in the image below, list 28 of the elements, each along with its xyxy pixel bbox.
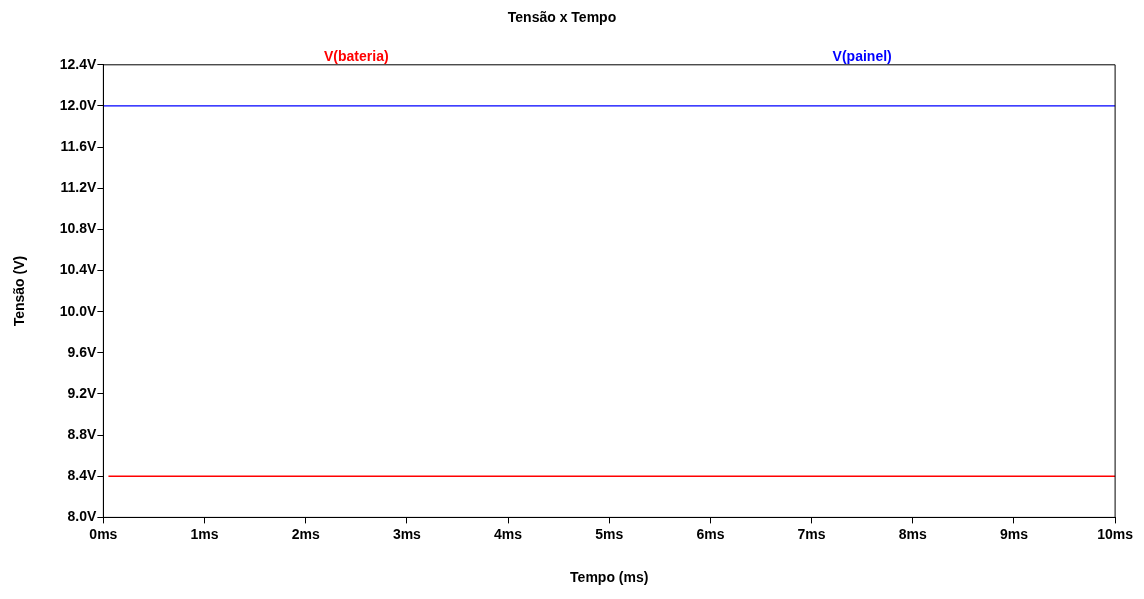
x-tick-label: 6ms (696, 525, 725, 542)
y-tick-label: 9.6V (67, 343, 98, 360)
y-tick-label: 8.8V (67, 425, 98, 442)
x-tick-label: 8ms (898, 525, 927, 542)
y-tick-label: 9.2V (67, 384, 98, 401)
y-tick-label: 10.8V (59, 220, 98, 237)
x-tick-label: 4ms (494, 525, 523, 542)
y-tick-label: 8.4V (67, 467, 98, 484)
y-tick-label: 12.0V (59, 96, 98, 113)
text: V(painel) (832, 47, 892, 64)
x-axis-title: Tempo (ms) (570, 569, 649, 586)
x-tick-label: 1ms (190, 525, 219, 542)
y-axis-title: Tensão (V) (11, 255, 28, 327)
x-tick-label: 0ms (89, 525, 118, 542)
chart-title: Tensão x Tempo (507, 9, 617, 26)
y-tick-label: 11.6V (60, 137, 98, 154)
text: V(bateria) (324, 47, 389, 64)
y-tick-label: 12.4V (59, 55, 98, 72)
x-tick-label: 9ms (999, 525, 1029, 542)
y-tick-label: 11.2V (60, 179, 98, 196)
x-tick-label: 2ms (291, 525, 320, 542)
y-tick-label: 10.4V (59, 261, 98, 278)
y-tick-label: 10.0V (59, 302, 98, 319)
x-tick-label: 5ms (595, 525, 624, 542)
y-tick-label: 8.0V (67, 508, 98, 525)
x-tick-label: 7ms (797, 525, 826, 542)
x-tick-label: 3ms (392, 525, 422, 542)
x-tick-label: 10ms (1097, 525, 1134, 542)
